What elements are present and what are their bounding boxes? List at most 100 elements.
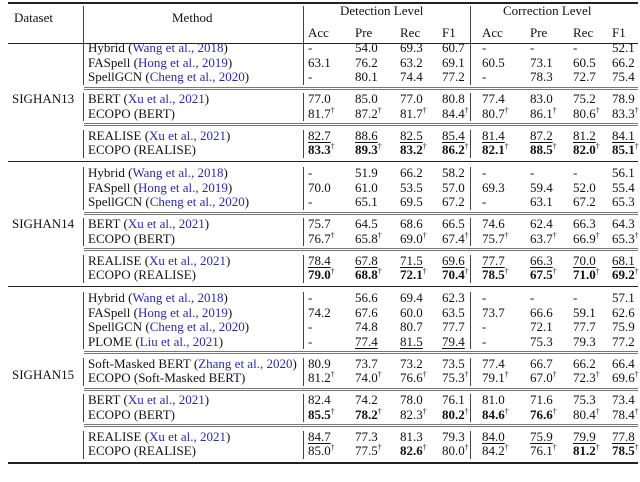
citation-link[interactable]: Xu et al., 2021 xyxy=(149,127,226,143)
metric-cell: 63.7† xyxy=(530,230,557,246)
significance-dagger: † xyxy=(634,443,639,452)
metric-value: 76.6 xyxy=(530,406,553,422)
metric-value: 63.7 xyxy=(530,230,553,246)
metric-cell: - xyxy=(573,41,577,55)
metric-value: - xyxy=(482,333,487,349)
dataset-rule xyxy=(8,160,638,162)
metric-value: 81.0 xyxy=(482,392,505,407)
metric-cell: - xyxy=(482,320,486,334)
metric-value: 71.0 xyxy=(573,267,596,282)
metric-cell: 60.7 xyxy=(442,41,465,55)
metric-value: 79.9 xyxy=(573,428,596,444)
method-name: REALISE (Xu et al., 2021) xyxy=(88,428,231,444)
metric-cell: 81.2† xyxy=(308,370,335,385)
citation-link[interactable]: Hong et al., 2019 xyxy=(137,304,228,320)
metric-cell: 66.2 xyxy=(612,55,635,70)
method-label: SpellGCN xyxy=(88,319,143,334)
block-rule xyxy=(84,426,638,427)
citation-link[interactable]: Zhang et al., 2020 xyxy=(198,355,293,371)
column-divider xyxy=(83,292,84,349)
block-rule xyxy=(84,389,638,391)
significance-dagger: † xyxy=(552,443,557,452)
significance-dagger: † xyxy=(595,443,600,452)
metric-value: 82.0 xyxy=(573,142,596,157)
metric-value: - xyxy=(482,290,487,305)
citation-link[interactable]: Cheng et al., 2020 xyxy=(149,69,245,84)
citation-link[interactable]: Liu et al., 2021 xyxy=(139,333,219,349)
method-label: REALISE xyxy=(88,252,142,268)
header-divider xyxy=(303,6,304,42)
metric-cell: 80.4† xyxy=(573,407,600,422)
significance-dagger: † xyxy=(504,267,509,276)
metric-cell: 57.0 xyxy=(442,179,465,195)
metric-value: 75.2 xyxy=(573,91,596,106)
metric-value: 78.4 xyxy=(612,406,635,422)
metric-value: - xyxy=(530,290,535,305)
method-label: REALISE xyxy=(88,127,142,143)
citation-link[interactable]: Wang et al., 2018 xyxy=(132,40,224,55)
citation-link[interactable]: Xu et al., 2021 xyxy=(127,392,205,407)
metric-cell: 73.1 xyxy=(530,54,553,70)
metric-value: 72.1 xyxy=(400,267,423,282)
column-divider xyxy=(83,218,84,246)
metric-cell: 77.7 xyxy=(442,320,465,334)
metric-value: 85.0 xyxy=(308,443,331,458)
metric-cell: 69.6† xyxy=(612,370,639,385)
citation-link[interactable]: Cheng et al., 2020 xyxy=(149,319,245,334)
citation-link[interactable]: Xu et al., 2021 xyxy=(127,91,205,106)
citation-link[interactable]: Xu et al., 2021 xyxy=(149,428,226,444)
metric-cell: - xyxy=(482,195,486,209)
metric-value: 84.0 xyxy=(482,428,505,444)
metric-value: 57.0 xyxy=(442,179,465,195)
metric-value: 62.3 xyxy=(442,290,465,305)
citation-link[interactable]: Xu et al., 2021 xyxy=(127,216,205,231)
metric-cell: 75.3† xyxy=(442,370,469,385)
metric-value: 75.7 xyxy=(482,230,505,246)
metric-cell: 82.1† xyxy=(482,142,509,157)
metric-value: 62.6 xyxy=(612,304,635,320)
citation-link[interactable]: Wang et al., 2018 xyxy=(132,290,224,305)
metric-cell: 63.1 xyxy=(530,195,553,209)
metric-cell: 80.7† xyxy=(482,106,509,121)
metric-cell: 67.4† xyxy=(442,231,469,246)
metric-cell: 84.6† xyxy=(482,407,509,422)
metric-cell: 77.7 xyxy=(573,320,596,334)
column-divider xyxy=(303,254,304,283)
metric-cell: - xyxy=(308,195,312,209)
citation-link[interactable]: Hong et al., 2019 xyxy=(137,179,228,195)
metric-cell: 79.9 xyxy=(573,428,596,444)
citation-link[interactable]: Wang et al., 2018 xyxy=(132,165,224,180)
significance-dagger: † xyxy=(422,406,427,416)
significance-dagger: † xyxy=(634,370,639,379)
metric-value: 85.4 xyxy=(442,127,465,143)
metric-value: 83.3 xyxy=(612,105,635,121)
metric-value: 73.1 xyxy=(530,54,553,70)
citation-link[interactable]: Hong et al., 2019 xyxy=(137,54,228,70)
metric-cell: 65.3† xyxy=(612,231,639,246)
metric-value: - xyxy=(482,40,487,55)
method-name: ECOPO (BERT) xyxy=(88,407,175,422)
citation-link[interactable]: Xu et al., 2021 xyxy=(149,252,226,268)
metric-cell: 65.8† xyxy=(355,231,382,246)
metric-cell: 71.6 xyxy=(530,393,553,407)
metric-value: 52.0 xyxy=(573,179,596,195)
method-label: FASpell xyxy=(88,54,131,70)
bottom-rule xyxy=(8,461,638,464)
metric-value: 72.3 xyxy=(573,370,596,385)
metric-value: 67.5 xyxy=(530,267,553,282)
metric-value: 60.7 xyxy=(442,40,465,55)
method-label: FASpell xyxy=(88,179,131,195)
metric-value: 78.2 xyxy=(355,406,378,422)
metric-cell: 67.6 xyxy=(355,305,378,320)
significance-dagger: † xyxy=(634,105,639,115)
method-name: REALISE (Xu et al., 2021) xyxy=(88,252,231,268)
metric-cell: - xyxy=(308,70,312,84)
citation-link[interactable]: Cheng et al., 2020 xyxy=(149,194,245,209)
metric-cell: 80.7 xyxy=(400,320,423,334)
metric-value: 74.8 xyxy=(355,319,378,334)
metric-cell: 70.0 xyxy=(308,180,331,195)
metric-value: 84.1 xyxy=(612,127,635,143)
metric-value: 76.7 xyxy=(308,230,331,246)
header-divider xyxy=(470,6,471,42)
metric-value: 75.3 xyxy=(573,392,596,407)
